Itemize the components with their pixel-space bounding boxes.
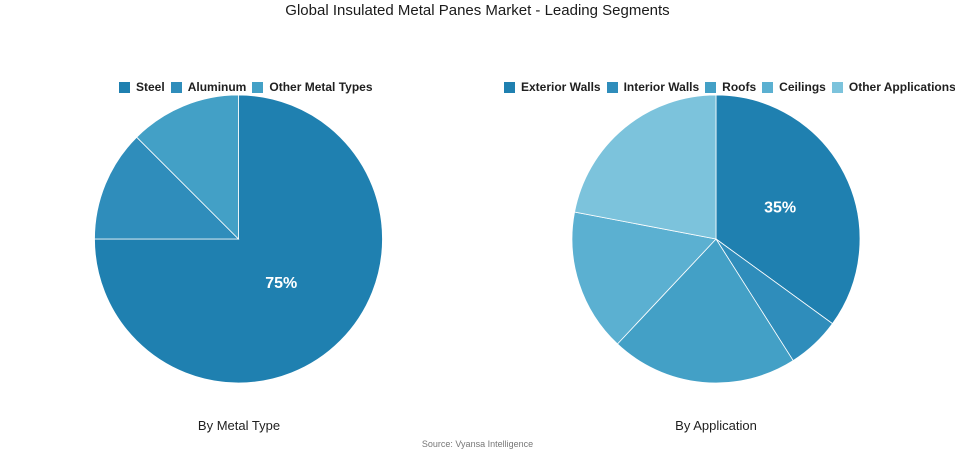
- legend-label: Roofs: [722, 80, 757, 94]
- legend-application: Exterior Walls Interior Walls Roofs Ceil…: [504, 80, 955, 94]
- legend-item-interior-walls: Interior Walls: [606, 80, 700, 94]
- pie-slice-exterior-walls: [715, 94, 861, 325]
- source-note: Source: Vyansa Intelligence: [421, 439, 534, 449]
- pie-chart-metal-type: 75%: [94, 94, 383, 384]
- legend-swatch-roofs: [705, 81, 717, 93]
- legend-swatch-ceilings: [762, 81, 774, 93]
- caption-metal-type: By Metal Type: [197, 418, 281, 433]
- legend-label: Other Applications: [848, 80, 955, 94]
- legend-item-ceilings: Ceilings: [762, 80, 826, 94]
- pie-slice-other-applications: [574, 94, 717, 240]
- pie-slice-aluminum: [94, 136, 240, 240]
- caption-application: By Application: [675, 418, 757, 433]
- legend-item-aluminum: Aluminum: [170, 80, 247, 94]
- pie-slice-steel: [94, 94, 383, 384]
- legend-swatch-aluminum: [170, 81, 182, 93]
- pie-slice-ceilings: [571, 211, 717, 345]
- legend-label: Exterior Walls: [521, 80, 601, 94]
- pie-chart-application: 35%: [571, 94, 861, 384]
- legend-label: Ceilings: [779, 80, 826, 94]
- legend-label: Steel: [136, 80, 165, 94]
- legend-label: Aluminum: [187, 80, 247, 94]
- legend-metal-type: Steel Aluminum Other Metal Types: [119, 80, 373, 94]
- legend-swatch-interior-walls: [606, 81, 618, 93]
- pie-slice-other-metal-types: [136, 94, 239, 240]
- legend-item-roofs: Roofs: [705, 80, 756, 94]
- legend-item-steel: Steel: [119, 80, 165, 94]
- legend-label: Interior Walls: [623, 80, 700, 94]
- legend-swatch-exterior-walls: [504, 81, 515, 93]
- legend-item-other-metal-types: Other Metal Types: [252, 80, 373, 94]
- pie-slice-roofs: [616, 238, 794, 384]
- data-label-exterior-walls: 35%: [764, 199, 796, 216]
- data-label-steel: 75%: [265, 275, 297, 292]
- legend-item-other-applications: Other Applications: [831, 80, 955, 94]
- chart-title: Global Insulated Metal Panes Market - Le…: [285, 2, 670, 19]
- legend-label: Other Metal Types: [269, 80, 373, 94]
- legend-item-exterior-walls: Exterior Walls: [504, 80, 601, 94]
- legend-swatch-steel: [119, 81, 130, 93]
- legend-swatch-other-applications: [831, 81, 843, 93]
- legend-swatch-other-metal-types: [252, 81, 264, 93]
